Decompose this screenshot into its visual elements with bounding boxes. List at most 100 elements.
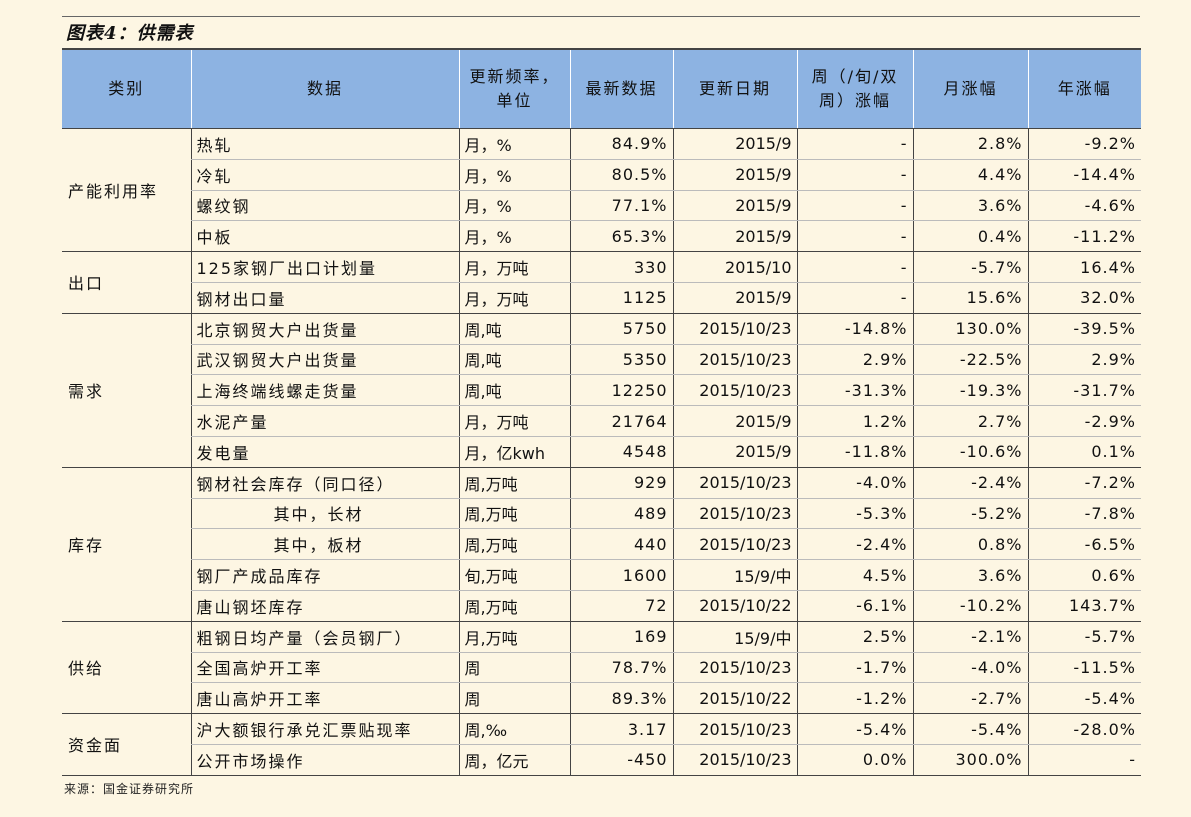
- frequency-unit-cell: 月，亿kwh: [458, 436, 570, 468]
- frequency-unit-cell: 月，%: [458, 159, 570, 191]
- latest-value-cell: 21764: [569, 405, 673, 437]
- weekly-change-cell: -: [796, 251, 913, 283]
- metric-name-cell: 武汉钢贸大户出货量: [190, 344, 459, 376]
- weekly-change-cell: -31.3%: [796, 374, 913, 407]
- header-category: 类别: [62, 48, 191, 129]
- weekly-change-cell: 0.0%: [796, 744, 913, 776]
- update-date-cell: 2015/10/23: [672, 313, 797, 345]
- metric-name-cell: 唐山钢坯库存: [190, 590, 459, 622]
- latest-value-cell: 4548: [569, 436, 673, 468]
- update-date-cell: 2015/9: [672, 220, 797, 253]
- latest-value-cell: 77.1%: [569, 190, 673, 222]
- yearly-change-cell: -14.4%: [1027, 159, 1141, 191]
- update-date-cell: 2015/9: [672, 128, 797, 160]
- category-cell: 供给: [62, 621, 191, 715]
- yearly-change-cell: -5.7%: [1027, 621, 1141, 653]
- weekly-change-cell: -6.1%: [796, 590, 913, 622]
- monthly-change-cell: -22.5%: [912, 344, 1028, 376]
- update-date-cell: 2015/10/23: [672, 528, 797, 561]
- metric-name-cell: 钢厂产成品库存: [190, 559, 459, 591]
- frequency-unit-cell: 月，万吨: [458, 282, 570, 314]
- table-body: 产能利用率 热轧 月，% 84.9% 2015/9-2.8% -9.2% 冷轧 月，% 80.5…: [62, 128, 1141, 776]
- update-date-cell: 2015/10/23: [672, 374, 797, 407]
- frequency-unit-cell: 周,万吨: [458, 498, 570, 530]
- weekly-change-cell: -: [796, 128, 913, 160]
- metric-name-cell: 粗钢日均产量（会员钢厂）: [190, 621, 459, 653]
- latest-value-cell: 440: [569, 528, 673, 561]
- yearly-change-cell: -7.8%: [1027, 498, 1141, 530]
- latest-value-cell: 5750: [569, 313, 673, 345]
- weekly-change-cell: 2.9%: [796, 344, 913, 376]
- update-date-cell: 2015/10/23: [672, 344, 797, 376]
- weekly-change-cell: -14.8%: [796, 313, 913, 345]
- latest-value-cell: 169: [569, 621, 673, 653]
- yearly-change-cell: 0.6%: [1027, 559, 1141, 591]
- frequency-unit-cell: 周,吨: [458, 374, 570, 407]
- update-date-cell: 2015/10/22: [672, 590, 797, 622]
- yearly-change-cell: -11.5%: [1027, 652, 1141, 684]
- weekly-change-cell: -1.7%: [796, 652, 913, 684]
- yearly-change-cell: -11.2%: [1027, 220, 1141, 253]
- yearly-change-cell: -2.9%: [1027, 405, 1141, 437]
- yearly-change-cell: -39.5%: [1027, 313, 1141, 345]
- weekly-change-cell: -: [796, 220, 913, 253]
- cropped-heading-fragment: [460, 0, 960, 6]
- monthly-change-cell: 0.4%: [912, 220, 1028, 253]
- table-row: 唐山钢坯库存 周,万吨 72 2015/10/22 -6.1% -10.2% 143.7%: [62, 590, 1141, 622]
- weekly-change-cell: 4.5%: [796, 559, 913, 591]
- monthly-change-cell: -10.2%: [912, 590, 1028, 622]
- yearly-change-cell: -4.6%: [1027, 190, 1141, 222]
- update-date-cell: 2015/10/23: [672, 498, 797, 530]
- weekly-change-cell: -2.4%: [796, 528, 913, 561]
- update-date-cell: 2015/10: [672, 251, 797, 283]
- frequency-unit-cell: 月，%: [458, 128, 570, 160]
- update-date-cell: 2015/9: [672, 405, 797, 437]
- frequency-unit-cell: 周,吨: [458, 313, 570, 345]
- metric-name-cell: 北京钢贸大户出货量: [190, 313, 459, 345]
- update-date-cell: 2015/9: [672, 436, 797, 468]
- frequency-unit-cell: 月，万吨: [458, 251, 570, 283]
- metric-name-cell: 钢材出口量: [190, 282, 459, 314]
- update-date-cell: 2015/10/22: [672, 682, 797, 715]
- header-frequency-unit: 更新频率，单位: [458, 48, 570, 129]
- metric-name-cell: 其中，板材: [190, 528, 459, 561]
- latest-value-cell: 3.17: [569, 713, 673, 745]
- table-row: 资金面 沪大额银行承兑汇票贴现率 周,‰ 3.17 2015/10/23 -5.4% -5.…: [62, 713, 1141, 776]
- category-cell: 产能利用率: [62, 128, 191, 253]
- weekly-change-cell: -1.2%: [796, 682, 913, 715]
- header-row: 类别 数据 更新频率，单位 最新数据 更新日期 周（/旬/双周）涨幅 月涨幅 年…: [62, 48, 1141, 129]
- monthly-change-cell: -2.4%: [912, 467, 1028, 499]
- header-latest: 最新数据: [569, 48, 673, 129]
- table-row: 公开市场操作 周，亿元 -450 2015/10/23 0.0% 300.0% -: [62, 744, 1141, 776]
- latest-value-cell: 89.3%: [569, 682, 673, 715]
- latest-value-cell: 78.7%: [569, 652, 673, 684]
- frequency-unit-cell: 周,万吨: [458, 590, 570, 622]
- table-row: 全国高炉开工率周 78.7% 2015/10/23 -1.7% -4.0% -11.5%: [62, 652, 1141, 684]
- source-note: 来源：国金证券研究所: [64, 782, 195, 796]
- weekly-change-cell: -: [796, 190, 913, 222]
- category-cell: 库存: [62, 467, 191, 622]
- frequency-unit-cell: 周,吨: [458, 344, 570, 376]
- header-monthly-change: 月涨幅: [912, 48, 1028, 129]
- table-row: 其中，长材 周,万吨 489 2015/10/23 -5.3% -5.2% -7.8%: [62, 498, 1141, 530]
- frequency-unit-cell: 旬,万吨: [458, 559, 570, 591]
- monthly-change-cell: 0.8%: [912, 528, 1028, 561]
- header-weekly-change: 周（/旬/双周）涨幅: [796, 48, 913, 129]
- frequency-unit-cell: 月，%: [458, 190, 570, 222]
- title-divider: [62, 16, 1140, 17]
- update-date-cell: 2015/10/23: [672, 467, 797, 499]
- monthly-change-cell: 2.8%: [912, 128, 1028, 160]
- metric-name-cell: 水泥产量: [190, 405, 459, 437]
- yearly-change-cell: -31.7%: [1027, 374, 1141, 407]
- header-yearly-change: 年涨幅: [1027, 48, 1141, 129]
- update-date-cell: 2015/9: [672, 159, 797, 191]
- weekly-change-cell: 1.2%: [796, 405, 913, 437]
- weekly-change-cell: -: [796, 159, 913, 191]
- header-update-date: 更新日期: [672, 48, 797, 129]
- weekly-change-cell: -5.4%: [796, 713, 913, 745]
- monthly-change-cell: 300.0%: [912, 744, 1028, 776]
- metric-name-cell: 公开市场操作: [190, 744, 459, 776]
- monthly-change-cell: -5.7%: [912, 251, 1028, 283]
- update-date-cell: 15/9/中: [672, 621, 797, 653]
- latest-value-cell: 1600: [569, 559, 673, 591]
